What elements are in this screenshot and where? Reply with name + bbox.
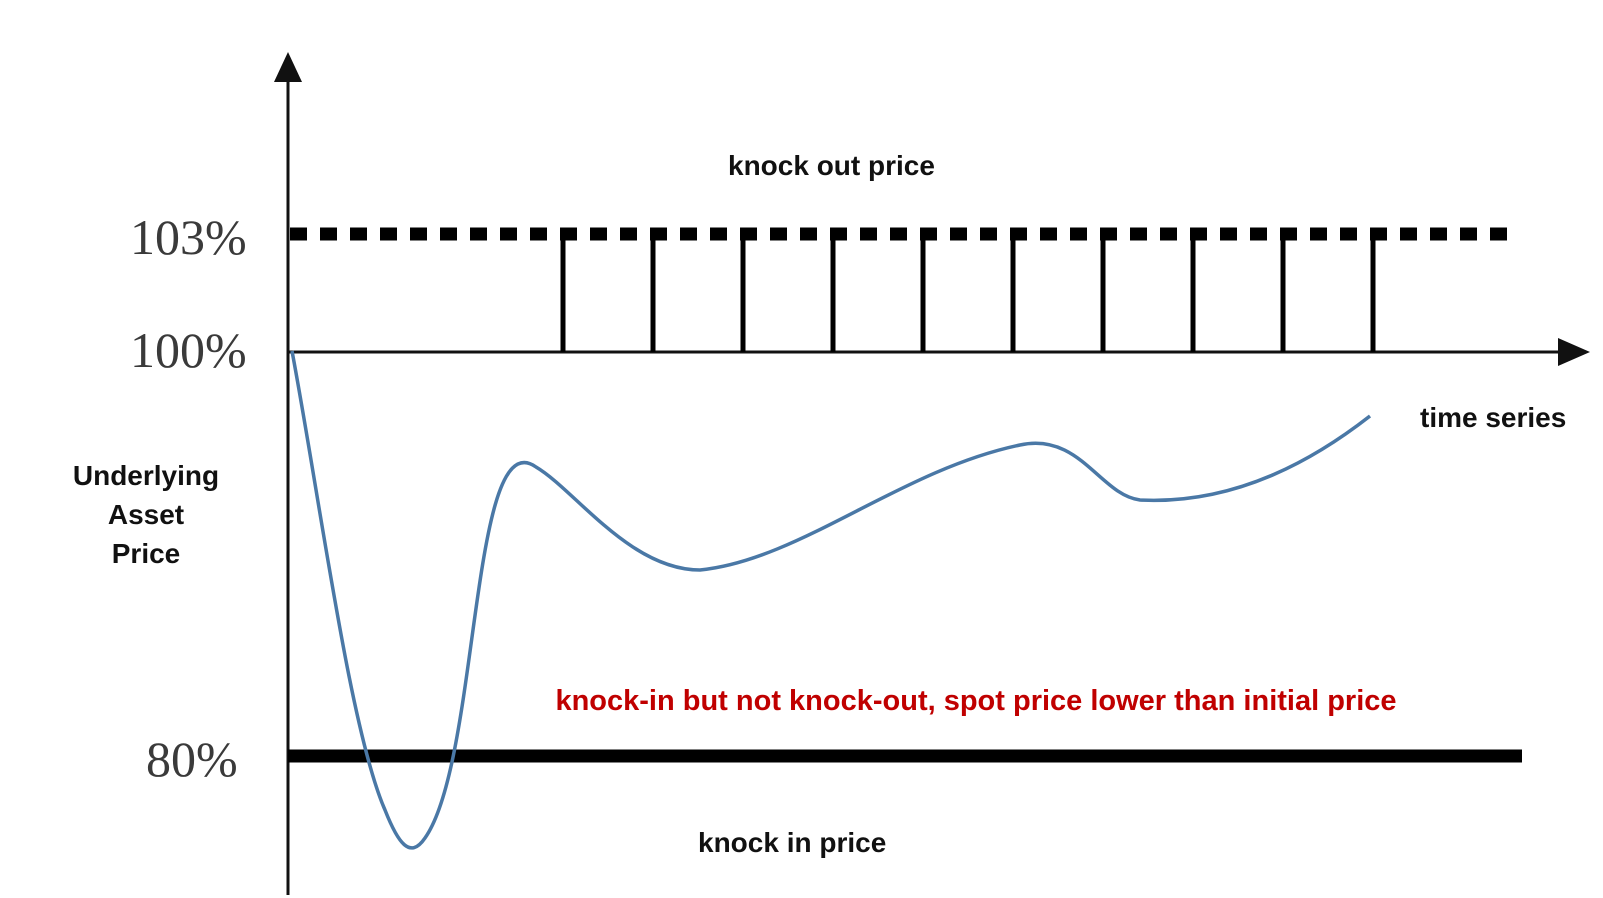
time-series-label: time series xyxy=(1420,402,1566,433)
scenario-description: knock-in but not knock-out, spot price l… xyxy=(555,685,1396,717)
y-axis-title-line1: Underlying xyxy=(73,460,219,491)
knock-in-price-label: knock in price xyxy=(698,827,886,858)
y-axis-arrow xyxy=(274,52,302,82)
y-axis-title-line2: Asset xyxy=(108,499,184,530)
level-103-label: 103% xyxy=(130,209,247,265)
level-100-label: 100% xyxy=(130,322,247,378)
knock-out-price-label: knock out price xyxy=(728,150,935,181)
level-80-label: 80% xyxy=(146,731,238,787)
underlying-price-path xyxy=(290,350,1372,850)
x-axis-arrow xyxy=(1558,338,1590,366)
y-axis-title-line3: Price xyxy=(112,538,181,569)
observation-date-markers xyxy=(560,234,1376,352)
